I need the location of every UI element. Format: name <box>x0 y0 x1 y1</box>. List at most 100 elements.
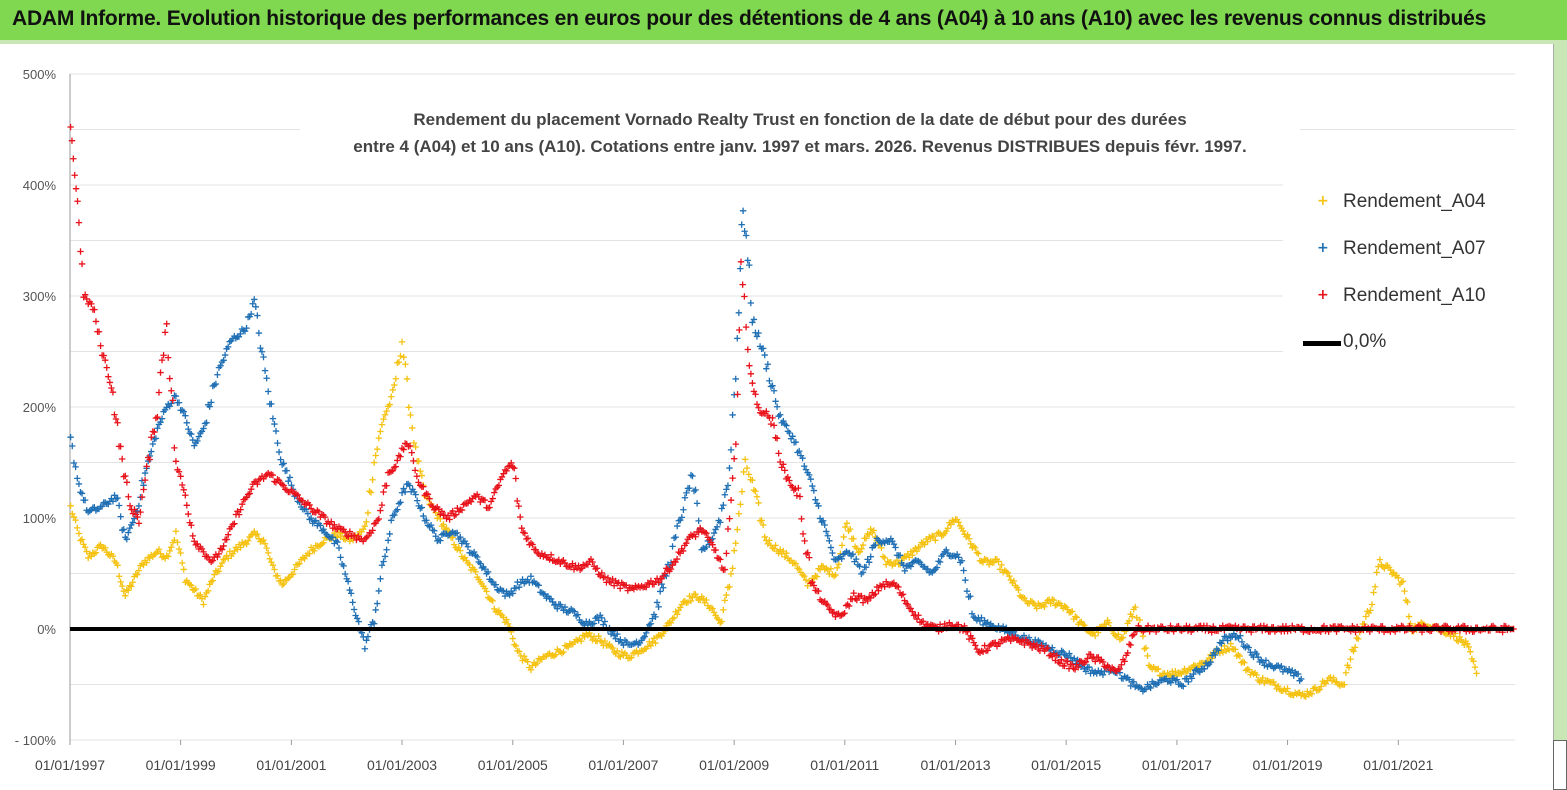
point-rendement-a10 <box>780 461 787 468</box>
point-rendement-a04 <box>628 654 635 661</box>
point-rendement-a10 <box>1058 656 1065 663</box>
point-rendement-a10 <box>155 389 163 396</box>
point-rendement-a04 <box>398 338 406 346</box>
point-rendement-a04 <box>191 587 198 594</box>
point-rendement-a07 <box>1082 668 1090 675</box>
point-rendement-a04 <box>753 493 761 500</box>
point-rendement-a07 <box>838 555 845 562</box>
x-tick-label: 01/01/2011 <box>810 757 879 773</box>
point-rendement-a07 <box>1196 668 1203 676</box>
x-tick-label: 01/01/2013 <box>921 757 991 773</box>
point-rendement-a07 <box>148 448 155 455</box>
point-rendement-a07 <box>737 265 744 272</box>
point-rendement-a04 <box>378 421 386 428</box>
point-rendement-a07 <box>217 362 224 370</box>
point-rendement-a04 <box>511 641 518 648</box>
scroll-handle[interactable] <box>1553 740 1567 790</box>
point-rendement-a07 <box>423 517 430 524</box>
point-rendement-a10 <box>129 510 137 517</box>
point-rendement-a07 <box>527 573 535 580</box>
point-rendement-a04 <box>74 524 81 532</box>
point-rendement-a10 <box>111 411 118 418</box>
point-rendement-a07 <box>285 477 292 485</box>
point-rendement-a07 <box>185 425 192 433</box>
point-rendement-a04 <box>1467 648 1474 655</box>
point-rendement-a07 <box>783 422 790 429</box>
point-rendement-a07 <box>801 462 808 470</box>
x-tick-label: 01/01/2001 <box>256 757 326 773</box>
point-rendement-a10 <box>299 497 307 504</box>
point-rendement-a10 <box>105 373 112 380</box>
point-rendement-a04 <box>598 638 605 645</box>
point-rendement-a07 <box>152 435 160 442</box>
point-rendement-a07 <box>653 599 661 606</box>
point-rendement-a10 <box>712 546 719 554</box>
point-rendement-a07 <box>1020 632 1028 639</box>
point-rendement-a10 <box>72 185 80 192</box>
point-rendement-a07 <box>81 496 89 504</box>
point-rendement-a10 <box>809 578 816 586</box>
point-rendement-a04 <box>97 541 104 548</box>
x-tick-label: 01/01/2017 <box>1142 757 1212 773</box>
point-rendement-a07 <box>420 512 427 520</box>
y-tick-label: 500% <box>23 67 57 82</box>
point-rendement-a04 <box>581 633 588 641</box>
point-rendement-a04 <box>417 467 424 475</box>
point-rendement-a07 <box>427 521 435 529</box>
point-rendement-a07 <box>600 621 607 628</box>
point-rendement-a07 <box>1297 675 1305 683</box>
point-rendement-a10 <box>1019 637 1027 644</box>
point-rendement-a10 <box>487 498 495 505</box>
point-rendement-a04 <box>412 443 419 451</box>
point-rendement-a07 <box>183 419 191 427</box>
point-rendement-a04 <box>720 606 727 614</box>
point-rendement-a04 <box>684 599 692 606</box>
point-rendement-a07 <box>515 583 523 591</box>
point-rendement-a07 <box>400 485 407 492</box>
point-rendement-a04 <box>515 648 523 655</box>
point-rendement-a04 <box>261 540 269 548</box>
point-rendement-a10 <box>329 524 337 532</box>
point-rendement-a07 <box>349 599 356 606</box>
point-rendement-a10 <box>126 502 134 509</box>
point-rendement-a04 <box>862 535 870 542</box>
point-rendement-a07 <box>960 567 967 574</box>
point-rendement-a10 <box>915 612 922 619</box>
point-rendement-a10 <box>890 579 898 586</box>
point-rendement-a10 <box>81 291 89 298</box>
point-rendement-a04 <box>78 536 86 543</box>
point-rendement-a07 <box>481 565 489 573</box>
point-rendement-a04 <box>647 642 655 649</box>
point-rendement-a10 <box>118 455 126 463</box>
point-rendement-a04 <box>391 381 398 389</box>
point-rendement-a07 <box>370 620 378 627</box>
point-rendement-a07 <box>598 614 605 622</box>
point-rendement-a10 <box>160 352 167 359</box>
point-rendement-a07 <box>865 559 873 566</box>
point-rendement-a10 <box>899 591 907 598</box>
point-rendement-a07 <box>126 524 133 532</box>
point-rendement-a07 <box>263 375 270 382</box>
point-rendement-a10 <box>123 479 131 486</box>
point-rendement-a07 <box>98 503 106 510</box>
point-rendement-a04 <box>792 560 800 567</box>
point-rendement-a07 <box>375 587 383 595</box>
point-rendement-a10 <box>729 474 736 482</box>
point-rendement-a04 <box>128 583 135 590</box>
point-rendement-a04 <box>166 547 173 555</box>
point-rendement-a07 <box>810 487 818 494</box>
point-rendement-a10 <box>799 530 807 538</box>
point-rendement-a04 <box>218 559 226 567</box>
point-rendement-a07 <box>412 491 419 498</box>
point-rendement-a04 <box>268 559 275 566</box>
point-rendement-a07 <box>340 562 347 570</box>
point-rendement-a04 <box>67 502 74 510</box>
point-rendement-a04 <box>750 486 758 494</box>
point-rendement-a04 <box>125 587 132 594</box>
point-rendement-a10 <box>509 463 516 471</box>
point-rendement-a04 <box>1450 633 1457 640</box>
point-rendement-a07 <box>135 502 143 510</box>
point-rendement-a07 <box>69 442 76 450</box>
point-rendement-a10 <box>237 506 244 513</box>
point-rendement-a07 <box>726 464 733 472</box>
